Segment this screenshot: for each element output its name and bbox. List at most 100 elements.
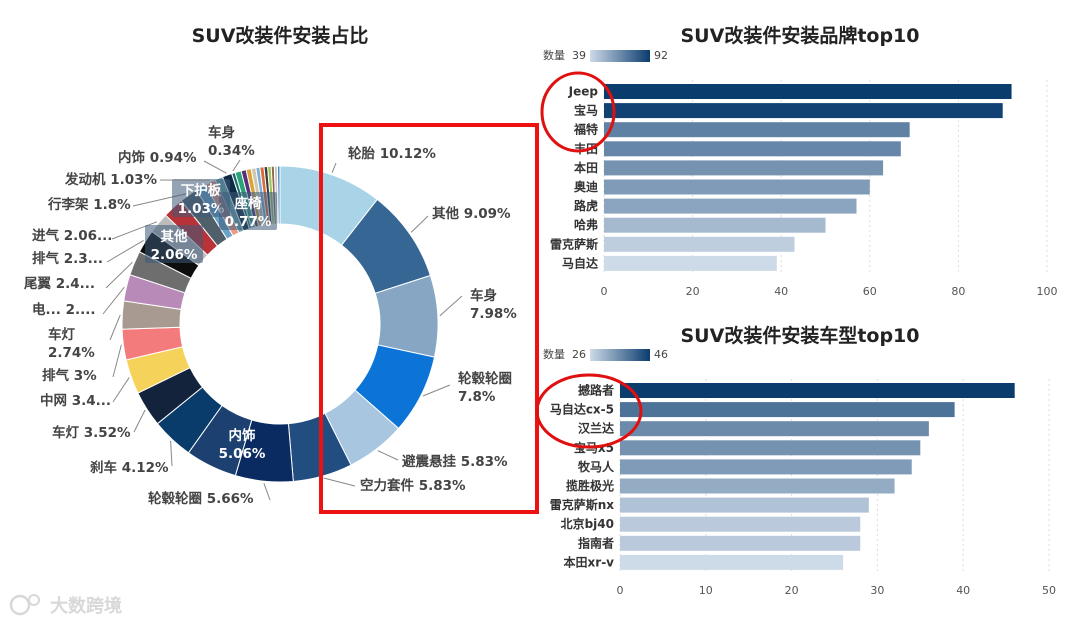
donut-slice-label: 内饰 5.06% xyxy=(219,427,266,462)
bar xyxy=(620,535,861,551)
x-tick-label: 30 xyxy=(870,584,884,597)
donut-slice-label: 避震悬挂 5.83% xyxy=(402,453,508,470)
category-label: Jeep xyxy=(568,85,599,99)
donut-labels: 轮胎 10.12% 其他 9.09% 车身 7.98% 轮毂轮圈 7.8% 避震悬挂 5.8… xyxy=(24,124,517,507)
donut-chart xyxy=(121,165,439,483)
legend-label: 数量 xyxy=(543,49,565,62)
category-label: 雷克萨斯 xyxy=(550,236,598,251)
bar xyxy=(620,402,955,418)
donut-label-leader xyxy=(102,286,125,315)
legend-gradient xyxy=(590,50,650,62)
category-label: 奥迪 xyxy=(574,179,598,194)
category-label: 撼路者 xyxy=(578,383,614,398)
donut-label-leader xyxy=(323,477,356,487)
donut-slice-label: 车灯 3.52% xyxy=(52,424,131,441)
donut-label-bg xyxy=(172,179,230,217)
donut-slice-label: 车身 7.98% xyxy=(470,287,517,322)
donut-label-leader xyxy=(106,239,144,263)
donut-slice-label: 尾翼 2.4... xyxy=(24,276,95,292)
donut-label-bg xyxy=(219,192,277,230)
category-label: 雷克萨斯nx xyxy=(550,497,615,512)
donut-slice-label: 轮毂轮圈 5.66% xyxy=(148,490,254,507)
donut-label-leader xyxy=(232,159,241,172)
donut-slice-label: 座椅 0.77% xyxy=(225,195,272,230)
bar xyxy=(604,217,826,233)
brand-chart-title: SUV改装件安装品牌top10 xyxy=(681,24,920,47)
watermark: 大数跨境 xyxy=(9,594,122,617)
highlight-ellipse-model xyxy=(535,373,643,449)
donut-slice-label: 中网 3.4... xyxy=(40,392,111,409)
donut-label-leader xyxy=(263,483,271,501)
donut-slice-label: 轮胎 10.12% xyxy=(348,145,436,162)
donut-slice-label: 刹车 4.12% xyxy=(90,459,169,476)
bar xyxy=(620,383,1015,398)
donut-label-leader xyxy=(377,450,399,461)
bar xyxy=(604,141,901,157)
watermark-text: 大数跨境 xyxy=(50,595,122,617)
donut-label-leader xyxy=(331,162,337,173)
category-label: 宝马 xyxy=(574,103,598,118)
donut-slice-label: 行李架 1.8% xyxy=(47,196,131,213)
x-tick-label: 50 xyxy=(1042,584,1056,597)
donut-label-leader xyxy=(203,160,227,174)
donut-label-leader xyxy=(439,295,463,317)
category-label: 福特 xyxy=(573,122,598,137)
watermark-logo-icon xyxy=(9,594,31,616)
donut-slice-label: 轮毂轮圈 7.8% xyxy=(458,370,512,405)
donut-slice-label: 车灯 2.74% xyxy=(48,326,95,361)
legend-max: 46 xyxy=(654,348,668,361)
donut-slice-label: 进气 2.06... xyxy=(32,227,112,244)
legend-min: 39 xyxy=(572,49,586,62)
bar xyxy=(604,198,857,214)
category-label: 揽胜极光 xyxy=(566,478,614,493)
donut-slice-label: 其他 9.09% xyxy=(432,205,511,222)
highlight-box xyxy=(319,123,539,514)
highlight-ellipse-brand xyxy=(540,71,616,153)
bar xyxy=(620,421,929,437)
donut-slice-label: 发动机 1.03% xyxy=(64,171,158,188)
donut-slice-label: 排气 2.3... xyxy=(32,250,103,267)
donut-slice-label: 空力套件 5.83% xyxy=(360,477,466,494)
donut-label-leader xyxy=(105,261,133,289)
color-legend: 数量 26 46 xyxy=(543,348,668,361)
donut-label-leader xyxy=(112,344,122,378)
legend-max: 92 xyxy=(654,49,668,62)
donut-label-leader xyxy=(112,377,130,403)
bar xyxy=(620,459,912,475)
x-tick-label: 0 xyxy=(601,285,608,298)
category-label: 马自达 xyxy=(562,255,598,270)
legend-min: 26 xyxy=(572,348,586,361)
category-label: 哈弗 xyxy=(574,217,598,232)
category-label: 汉兰达 xyxy=(578,421,614,436)
bar xyxy=(604,160,884,176)
bar xyxy=(620,478,895,494)
donut-label-leader xyxy=(111,221,158,240)
donut-label-bg xyxy=(145,225,203,263)
donut-slice-label: 其他 2.06% xyxy=(151,228,198,263)
category-label: 本田xr-v xyxy=(564,554,615,569)
legend-gradient xyxy=(590,349,650,361)
donut-slice-label: 内饰 0.94% xyxy=(118,149,197,166)
bar xyxy=(604,255,777,271)
bar xyxy=(620,516,861,532)
model-chart-title: SUV改装件安装车型top10 xyxy=(681,324,920,347)
donut-label-leader xyxy=(133,409,146,433)
donut-slice-label: 排气 3% xyxy=(42,367,97,384)
x-tick-label: 80 xyxy=(951,285,965,298)
x-tick-label: 60 xyxy=(863,285,877,298)
category-label: 马自达cx-5 xyxy=(550,402,614,417)
bar xyxy=(604,122,910,138)
category-label: 本田 xyxy=(574,160,598,175)
category-label: 北京bj40 xyxy=(561,516,614,531)
donut-slice-label: 下护板 1.03% xyxy=(178,182,225,217)
category-label: 路虎 xyxy=(574,198,598,213)
model-bar-chart: 0 10 20 30 40 50撼路者马自达cx-5汉兰达宝马x5牧马人揽胜极光雷克萨斯n… xyxy=(543,348,1056,597)
bar xyxy=(620,440,921,456)
x-tick-label: 100 xyxy=(1037,285,1058,298)
donut-label-leader xyxy=(109,314,121,341)
x-tick-label: 40 xyxy=(956,584,970,597)
donut-slice-label: 车身 0.34% xyxy=(208,124,255,159)
x-tick-label: 20 xyxy=(686,285,700,298)
